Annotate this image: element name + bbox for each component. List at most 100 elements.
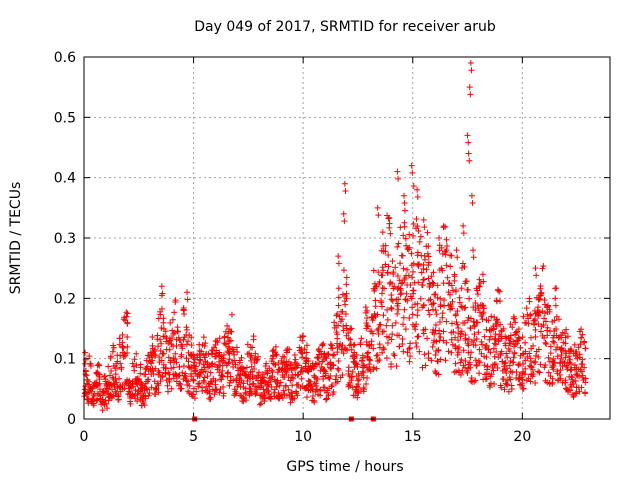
data-point (425, 259, 432, 266)
data-point (486, 382, 493, 389)
data-point (191, 356, 198, 363)
data-point (333, 322, 340, 329)
data-point (402, 326, 409, 333)
data-point (329, 352, 336, 359)
data-point (547, 343, 554, 350)
data-point (154, 380, 161, 387)
data-point (507, 376, 514, 383)
data-point (379, 285, 386, 292)
data-point (532, 380, 539, 387)
data-point (131, 367, 138, 374)
data-point (366, 361, 373, 368)
data-point (405, 272, 412, 279)
data-point (538, 323, 545, 330)
data-point (414, 307, 421, 314)
data-point (467, 325, 474, 332)
data-point (498, 384, 505, 391)
data-point (316, 360, 323, 367)
data-point (489, 364, 496, 371)
data-point (397, 291, 404, 298)
data-point (452, 288, 459, 295)
data-point (265, 387, 272, 394)
data-point (168, 385, 175, 392)
data-point (442, 251, 449, 258)
data-point (483, 375, 490, 382)
data-point (335, 367, 342, 374)
data-point (249, 373, 256, 380)
data-point (230, 346, 237, 353)
data-point (108, 367, 115, 374)
data-point (566, 353, 573, 360)
data-point (266, 394, 273, 401)
data-point (476, 346, 483, 353)
data-point (368, 328, 375, 335)
data-point (158, 340, 165, 347)
data-point (278, 391, 285, 398)
data-point (507, 321, 514, 328)
data-point (138, 382, 145, 389)
data-point (389, 280, 396, 287)
data-point (532, 352, 539, 359)
data-point (292, 356, 299, 363)
data-point (381, 346, 388, 353)
data-point (450, 328, 457, 335)
data-point-peak (184, 296, 191, 303)
data-point (575, 344, 582, 351)
data-point (432, 307, 439, 314)
data-point (491, 335, 498, 342)
data-point (440, 328, 447, 335)
data-point (260, 386, 267, 393)
data-point (541, 364, 548, 371)
data-point (386, 220, 393, 227)
data-point (574, 355, 581, 362)
data-point (532, 358, 539, 365)
data-point (540, 263, 547, 270)
data-point (406, 345, 413, 352)
data-point (261, 395, 268, 402)
data-point-peak (123, 313, 130, 320)
data-point (178, 385, 185, 392)
data-point (181, 311, 188, 318)
data-point (95, 370, 102, 377)
data-point (157, 336, 164, 343)
data-point (380, 312, 387, 319)
data-point (501, 386, 508, 393)
data-point (172, 297, 179, 304)
data-point (411, 301, 418, 308)
data-point (224, 322, 231, 329)
data-point (103, 385, 110, 392)
data-point (535, 368, 542, 375)
data-point (240, 365, 247, 372)
data-point (464, 317, 471, 324)
data-point (499, 376, 506, 383)
data-point (234, 372, 241, 379)
data-point (206, 388, 213, 395)
data-point (528, 364, 535, 371)
y-tick-label: 0 (67, 412, 76, 428)
data-point (305, 368, 312, 375)
data-point (415, 262, 422, 269)
data-point (266, 365, 273, 372)
data-point (149, 334, 156, 341)
data-point (270, 347, 277, 354)
data-point (433, 338, 440, 345)
data-point (182, 370, 189, 377)
data-point-peak (552, 295, 559, 302)
data-point (328, 342, 335, 349)
data-point (335, 285, 342, 292)
data-point (426, 311, 433, 318)
tick-labels: 0 0.1 0.2 0.3 0.4 0.5 0.6 0 5 10 15 20 (54, 50, 532, 445)
data-point (319, 342, 326, 349)
data-point (374, 351, 381, 358)
data-point (372, 297, 379, 304)
x-tick-label: 0 (80, 429, 89, 445)
data-point (124, 343, 131, 350)
data-point (429, 343, 436, 350)
data-point (425, 262, 432, 269)
data-point (433, 311, 440, 318)
data-point-peak (465, 150, 472, 157)
data-point (88, 388, 95, 395)
data-point (151, 348, 158, 355)
data-point (157, 311, 164, 318)
data-point (468, 378, 475, 385)
